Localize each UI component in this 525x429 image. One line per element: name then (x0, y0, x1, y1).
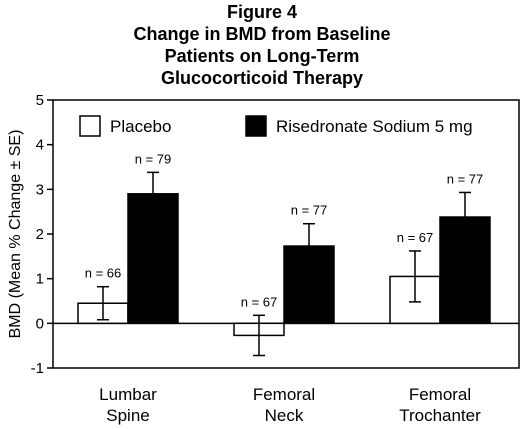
bars: n = 66 n = 79 n = 67 n = 77 n = 67 n = 77 (77, 151, 491, 357)
category-label: Trochanter (399, 406, 481, 425)
y-tick-label: 1 (36, 271, 44, 288)
n-label: n = 66 (85, 266, 122, 281)
y-axis-label: BMD (Mean % Change ± SE) (7, 130, 24, 339)
legend: Placebo Risedronate Sodium 5 mg (79, 115, 473, 137)
category-label: Lumbar (99, 385, 157, 404)
y-tick-label: 0 (36, 315, 44, 332)
category-label: Femoral (409, 385, 471, 404)
legend-swatch (79, 115, 101, 137)
legend-label: Risedronate Sodium 5 mg (276, 117, 473, 136)
chart-title: Figure 4 Change in BMD from Baseline Pat… (133, 2, 390, 88)
category-label: Femoral (253, 385, 315, 404)
y-tick-label: 2 (36, 226, 44, 243)
n-label: n = 77 (447, 171, 484, 186)
n-label: n = 67 (397, 230, 434, 245)
category-labels: Lumbar Spine Femoral Neck Femoral Trochanter (99, 385, 481, 425)
title-line-4: Glucocorticoid Therapy (161, 68, 363, 88)
n-label: n = 79 (135, 151, 172, 166)
title-line-3: Patients on Long-Term (165, 46, 360, 66)
category-label: Neck (265, 406, 304, 425)
category-label: Spine (106, 406, 149, 425)
legend-label: Placebo (110, 117, 171, 136)
title-line-2: Change in BMD from Baseline (133, 24, 390, 44)
y-tick-label: 5 (36, 92, 44, 109)
title-line-1: Figure 4 (227, 2, 297, 22)
n-label: n = 77 (291, 203, 328, 218)
legend-swatch (245, 115, 267, 137)
y-tick-label: 4 (36, 137, 44, 154)
y-tick-label: -1 (31, 360, 44, 377)
y-axis-ticks: -1 0 1 2 3 4 5 (31, 92, 53, 377)
n-label: n = 67 (241, 294, 278, 309)
y-tick-label: 3 (36, 181, 44, 198)
